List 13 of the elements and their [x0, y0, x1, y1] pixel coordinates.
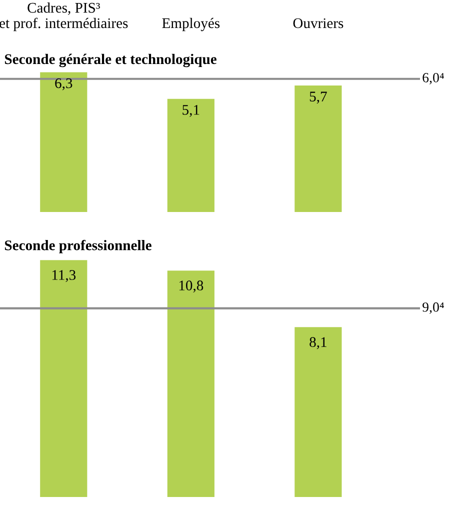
x-tick-label: Cadres, PIS³ et prof. intermédiaires: [0, 2, 128, 32]
data-label: 11,3: [52, 270, 76, 282]
chart-title: Seconde professionnelle: [4, 240, 152, 254]
ref-line-label: 6,0⁴: [422, 72, 444, 84]
chart-title: Seconde générale et technologique: [4, 54, 216, 68]
data-label: 8,1: [310, 337, 326, 350]
data-label: 5,7: [310, 92, 327, 104]
data-label: 6,3: [55, 78, 72, 90]
data-label: 10,8: [179, 280, 204, 292]
data-label: 5,1: [182, 105, 200, 117]
x-tick-label: Ouvriers: [293, 18, 344, 28]
x-tick-label: Employés: [162, 18, 220, 32]
ref-line-label: 9,0⁴: [422, 302, 444, 314]
